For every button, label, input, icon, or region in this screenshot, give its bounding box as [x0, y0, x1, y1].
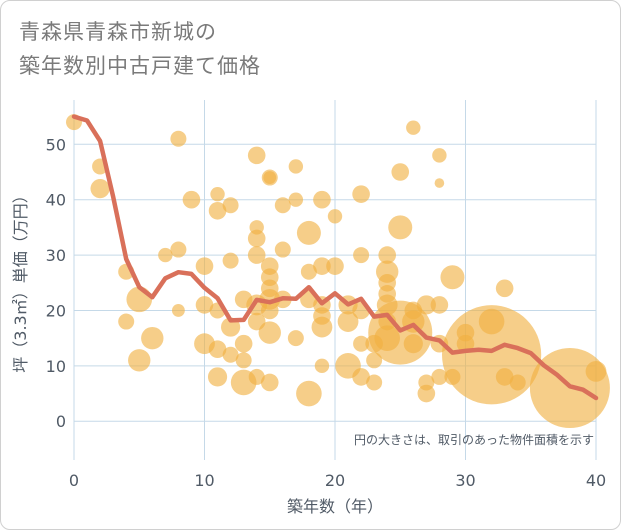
- bubble: [274, 197, 291, 214]
- bubble: [118, 313, 135, 330]
- bubble: [311, 316, 333, 338]
- chart-title-line-1: 青森県青森市新城の: [19, 20, 217, 44]
- bubble: [235, 352, 252, 369]
- bubble: [128, 349, 151, 372]
- y-tick-label: 20: [46, 301, 66, 320]
- bubble: [247, 229, 266, 248]
- bubble: [208, 201, 227, 220]
- bubble: [430, 296, 449, 314]
- y-axis-label: 坪（3.3㎡）単価（万円）: [11, 187, 30, 372]
- y-tick-label: 0: [56, 412, 66, 431]
- bubble: [296, 380, 322, 407]
- bubble: [260, 373, 279, 392]
- trend-line: [71, 114, 599, 401]
- bubble: [495, 279, 514, 298]
- bubble: [90, 179, 110, 199]
- bubble: [170, 241, 187, 258]
- bubble: [182, 190, 201, 209]
- x-tick-label: 10: [194, 471, 214, 490]
- bubble: [208, 340, 227, 359]
- bubble: [258, 321, 281, 344]
- bubble: [313, 257, 331, 275]
- bubble: [416, 295, 436, 315]
- bubble: [222, 197, 239, 214]
- x-axis-label: 築年数（年）: [287, 497, 383, 516]
- bubble: [296, 220, 321, 245]
- bubble: [388, 215, 413, 240]
- axis-ticks: 0 10 20 30 40 0 10 20 30 40 50: [46, 135, 607, 490]
- bubble: [247, 246, 266, 264]
- bubble: [300, 263, 317, 280]
- bubble: [222, 346, 239, 363]
- bubble: [326, 257, 344, 275]
- bubble: [195, 257, 214, 275]
- bubble: [158, 247, 173, 263]
- y-tick-label: 50: [46, 135, 66, 154]
- bubble: [495, 368, 514, 386]
- bubble: [352, 185, 370, 203]
- bubble: [260, 301, 279, 320]
- bubble: [126, 286, 153, 313]
- bubble: [391, 163, 410, 181]
- bubble-series: [66, 114, 610, 428]
- x-tick-label: 0: [69, 471, 79, 490]
- x-tick-label: 20: [325, 471, 345, 490]
- bubble: [366, 352, 383, 369]
- bubble: [327, 209, 343, 224]
- bubble: [207, 367, 228, 387]
- y-tick-label: 40: [46, 191, 66, 210]
- bubble: [210, 186, 225, 202]
- chart-title: 青森県青森市新城の 築年数別中古戸建て価格: [19, 15, 261, 83]
- bubble: [417, 384, 436, 403]
- bubble: [353, 335, 370, 352]
- bubble: [222, 252, 239, 269]
- bubble: [434, 178, 445, 188]
- bubble: [378, 246, 397, 264]
- bubble: [314, 358, 330, 374]
- bubble: [234, 334, 253, 353]
- bubble: [263, 171, 277, 184]
- bubble: [353, 247, 370, 264]
- bubble: [288, 192, 304, 207]
- y-tick-label: 10: [46, 357, 66, 376]
- bubble: [366, 374, 383, 391]
- size-note: 円の大きさは、取引のあった物件面積を示す: [354, 432, 594, 447]
- bubble: [287, 330, 304, 347]
- bubble: [431, 368, 448, 385]
- grid-lines: [73, 100, 597, 460]
- bubble: [403, 334, 423, 354]
- bubble: [585, 360, 607, 382]
- bubble: [172, 304, 185, 317]
- bubble: [170, 130, 187, 147]
- x-tick-label: 40: [586, 471, 606, 490]
- bubble: [478, 308, 505, 335]
- bubble: [141, 326, 164, 350]
- y-tick-label: 30: [46, 246, 66, 265]
- bubble: [337, 311, 359, 332]
- bubble: [248, 368, 265, 385]
- bubble: [247, 146, 266, 165]
- x-tick-label: 30: [455, 471, 475, 490]
- bubble: [352, 368, 370, 386]
- bubble: [313, 190, 331, 209]
- bubble: [288, 159, 304, 174]
- bubble: [509, 374, 526, 391]
- chart-title-line-2: 築年数別中古戸建て価格: [19, 54, 261, 78]
- trend-series: [71, 114, 599, 401]
- bubble: [432, 148, 447, 163]
- bubble: [195, 296, 214, 314]
- bubble: [440, 265, 465, 290]
- bubble: [406, 120, 421, 135]
- bubble: [274, 241, 291, 258]
